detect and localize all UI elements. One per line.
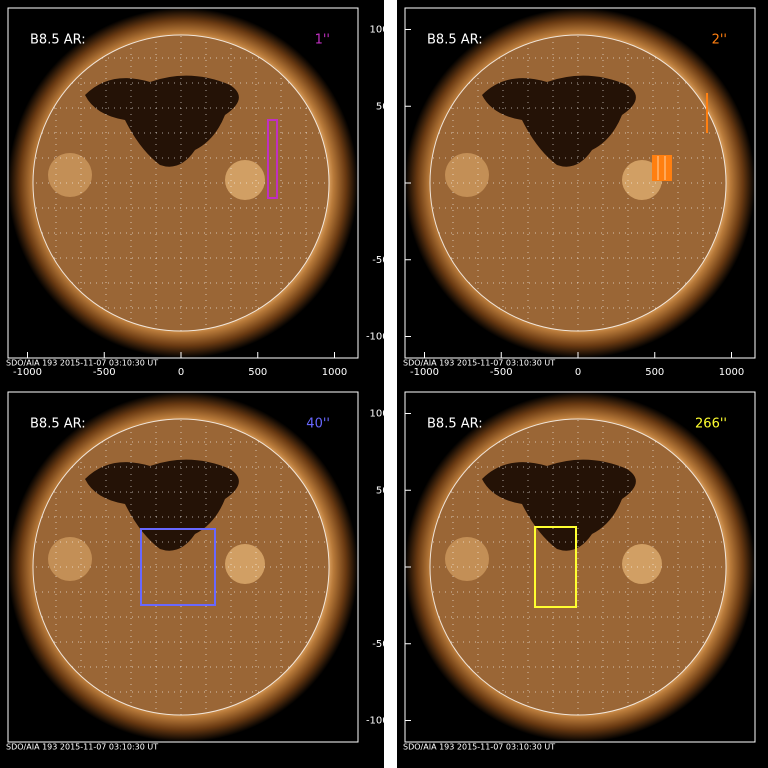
- coronal-hole: [85, 75, 239, 167]
- panel-label: 1'': [315, 33, 330, 48]
- active-region: [622, 544, 662, 584]
- limb: [429, 418, 727, 716]
- frame: [7, 7, 359, 359]
- region-box: [140, 528, 216, 606]
- active-region: [48, 537, 92, 581]
- region-box: [267, 119, 278, 199]
- panel-title: B8.5 AR:: [427, 33, 483, 48]
- active-region: [445, 537, 489, 581]
- x-tick-label: 1000: [719, 367, 744, 378]
- x-tick-label: -1000: [410, 367, 439, 378]
- y-tick-label: -1000: [366, 332, 395, 343]
- y-tick-label: 0: [389, 178, 395, 189]
- disk: [430, 419, 726, 715]
- x-tick-label: 500: [645, 367, 664, 378]
- footer: SDO/AIA 193 2015-11-07 03:10:30 UT: [6, 359, 158, 368]
- panel: B8.5 AR: 40'' SDO/AIA 193 2015-11-07 03:10…: [0, 384, 384, 768]
- panel: B8.5 AR: 2'' SDO/AIA 193 2015-11-07 03:10:…: [366, 0, 768, 384]
- coronal-hole: [85, 459, 239, 551]
- active-region: [48, 153, 92, 197]
- panel-label: 2'': [712, 33, 727, 48]
- x-tick-label: 1000: [322, 367, 347, 378]
- y-tick-label: -500: [372, 639, 395, 650]
- frame: [7, 391, 359, 743]
- panel-title: B8.5 AR:: [30, 33, 86, 48]
- panel-title: B8.5 AR:: [427, 417, 483, 432]
- limb: [32, 418, 330, 716]
- panel: B8.5 AR: 1'' SDO/AIA 193 2015-11-07 03:10:…: [0, 0, 384, 384]
- coronal-hole: [482, 75, 636, 167]
- x-tick-label: 0: [575, 367, 581, 378]
- disk: [33, 419, 329, 715]
- limb: [429, 34, 727, 332]
- y-tick-label: 1000: [370, 409, 395, 420]
- x-tick-label: -1000: [13, 367, 42, 378]
- active-region: [225, 160, 265, 200]
- y-tick-label: -1000: [366, 716, 395, 727]
- panel-title: B8.5 AR:: [30, 417, 86, 432]
- active-region: [445, 153, 489, 197]
- y-tick-label: 1000: [370, 25, 395, 36]
- y-tick-label: 500: [376, 101, 395, 112]
- footer: SDO/AIA 193 2015-11-07 03:10:30 UT: [403, 743, 555, 752]
- x-tick-label: 500: [248, 367, 267, 378]
- x-tick-label: 0: [178, 367, 184, 378]
- panel: B8.5 AR: 266'' SDO/AIA 193 2015-11-07 03:1…: [366, 384, 768, 768]
- coronal-hole: [482, 459, 636, 551]
- region-box: [534, 526, 577, 608]
- x-tick-label: -500: [93, 367, 116, 378]
- region-box: [652, 155, 672, 181]
- panel-label: 266'': [695, 417, 727, 432]
- footer: SDO/AIA 193 2015-11-07 03:10:30 UT: [403, 359, 555, 368]
- panel-label: 40'': [306, 417, 330, 432]
- footer: SDO/AIA 193 2015-11-07 03:10:30 UT: [6, 743, 158, 752]
- active-region: [225, 544, 265, 584]
- limb: [32, 34, 330, 332]
- y-tick-label: 0: [389, 562, 395, 573]
- y-tick-label: 500: [376, 485, 395, 496]
- x-tick-label: -500: [490, 367, 513, 378]
- y-tick-label: -500: [372, 255, 395, 266]
